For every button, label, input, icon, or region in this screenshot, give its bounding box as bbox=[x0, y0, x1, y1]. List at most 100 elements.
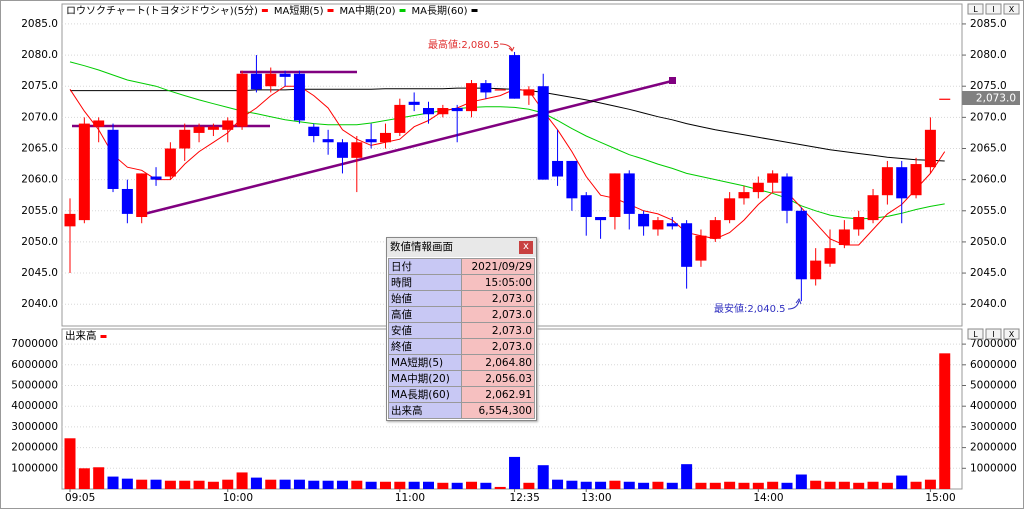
volume-bar bbox=[924, 479, 936, 489]
y-tick-label-right: 1000000 bbox=[970, 462, 1017, 474]
info-key: 終値 bbox=[388, 338, 462, 355]
legend-label: MA短期(5) bbox=[274, 4, 324, 17]
close-button[interactable]: x bbox=[519, 241, 533, 254]
volume-bar bbox=[78, 468, 90, 489]
legend-marker bbox=[399, 9, 406, 12]
candle-body bbox=[351, 142, 363, 158]
info-key: 安値 bbox=[388, 322, 462, 339]
info-row: 時間 15:05:00 bbox=[388, 274, 535, 291]
volume-bar bbox=[322, 480, 334, 489]
volume-bar bbox=[437, 482, 449, 489]
legend-label: MA長期(60) bbox=[412, 5, 468, 17]
candle-body bbox=[150, 176, 162, 180]
window-button bbox=[985, 3, 1002, 15]
volume-title: 出来高 bbox=[65, 329, 97, 342]
candle-body bbox=[652, 220, 664, 230]
volume-bar bbox=[351, 480, 363, 489]
volume-bar bbox=[408, 481, 420, 489]
candle-body bbox=[322, 139, 334, 143]
volume-bar bbox=[652, 481, 664, 489]
info-value: 2,056.03 bbox=[461, 370, 535, 387]
volume-bar bbox=[666, 482, 678, 489]
volume-bar bbox=[336, 480, 348, 489]
candle-body bbox=[810, 260, 822, 280]
info-key: 日付 bbox=[388, 258, 462, 275]
volume-bar bbox=[480, 482, 492, 489]
volume-bar bbox=[265, 479, 277, 489]
candle-body bbox=[709, 220, 721, 239]
volume-bar bbox=[394, 481, 406, 489]
y-tick-label-right: 5000000 bbox=[970, 380, 1017, 392]
info-panel[interactable]: 数値情報画面 x 日付 2021/09/29 時間 15:05:00 始値 2,073.0 高… bbox=[386, 237, 537, 421]
ma-line bbox=[70, 87, 945, 162]
volume-bar bbox=[494, 486, 506, 489]
candle-body bbox=[279, 73, 291, 77]
volume-bar bbox=[767, 481, 779, 489]
info-key: MA中期(20) bbox=[388, 370, 462, 387]
window-button bbox=[967, 3, 984, 15]
candle-body bbox=[795, 210, 807, 280]
info-row: MA中期(20) 2,056.03 bbox=[388, 370, 535, 387]
candle-body bbox=[336, 142, 348, 158]
info-value: 2,073.0 bbox=[461, 290, 535, 307]
volume-bar bbox=[107, 476, 119, 489]
y-tick-label: 5000000 bbox=[11, 380, 58, 392]
info-value: 6,554,300 bbox=[461, 402, 535, 419]
info-key: MA長期(60) bbox=[388, 386, 462, 403]
y-tick-label-right: 4000000 bbox=[970, 400, 1017, 412]
candle-body bbox=[838, 229, 850, 246]
x-tick-label: 14:00 bbox=[753, 492, 783, 504]
y-tick-label: 2075.0 bbox=[21, 80, 58, 92]
volume-bar bbox=[207, 481, 219, 489]
volume-bar bbox=[509, 456, 521, 489]
volume-bar bbox=[279, 479, 291, 489]
volume-bar bbox=[896, 475, 908, 489]
window-button bbox=[1003, 3, 1020, 15]
candle-body bbox=[236, 73, 248, 127]
volume-bar bbox=[93, 467, 105, 489]
candle-body bbox=[752, 182, 764, 193]
volume-bar bbox=[64, 438, 76, 489]
volume-bar bbox=[236, 472, 248, 489]
volume-bar bbox=[552, 479, 564, 489]
legend-label: ロウソクチャート(トヨタジドウシャ)(5分) bbox=[66, 5, 258, 17]
y-tick-label-right: 2055.0 bbox=[970, 205, 1007, 217]
ma-line bbox=[69, 85, 946, 246]
volume-bar bbox=[695, 482, 707, 489]
candle-body bbox=[451, 108, 463, 112]
x-tick-label: 13:00 bbox=[581, 492, 611, 504]
candle-body bbox=[207, 126, 219, 130]
volume-bar bbox=[523, 482, 535, 489]
volume-bar bbox=[537, 465, 549, 489]
y-tick-label: 2040.0 bbox=[21, 298, 58, 310]
info-row: MA短期(5) 2,064.80 bbox=[388, 354, 535, 371]
candle-body bbox=[250, 73, 262, 90]
volume-bar bbox=[451, 482, 463, 489]
candle-body bbox=[293, 73, 305, 121]
trendlines bbox=[72, 70, 676, 217]
volume-bar bbox=[379, 481, 391, 489]
x-tick-label: 11:00 bbox=[395, 492, 425, 504]
volume-bar bbox=[609, 480, 621, 489]
candle-body bbox=[738, 192, 750, 199]
volume-bar bbox=[709, 482, 721, 489]
info-row: 終値 2,073.0 bbox=[388, 338, 535, 355]
volume-bar bbox=[466, 481, 478, 489]
y-tick-label: 3000000 bbox=[11, 421, 58, 433]
y-tick-label-right: 2065.0 bbox=[970, 142, 1007, 154]
candle-body bbox=[824, 248, 836, 264]
info-row: MA長期(60) 2,062.91 bbox=[388, 386, 535, 403]
volume-bar bbox=[867, 481, 879, 489]
volume-bar bbox=[193, 480, 205, 489]
volume-bar bbox=[164, 480, 176, 489]
legend-label: MA中期(20) bbox=[340, 4, 396, 17]
candle-body bbox=[566, 160, 578, 199]
volume-bar bbox=[824, 481, 836, 489]
volume-bar bbox=[881, 482, 893, 489]
volume-bar bbox=[293, 479, 305, 489]
y-tick-label: 7000000 bbox=[11, 338, 58, 350]
info-key: MA短期(5) bbox=[388, 354, 462, 371]
info-value: 2,073.0 bbox=[461, 322, 535, 339]
